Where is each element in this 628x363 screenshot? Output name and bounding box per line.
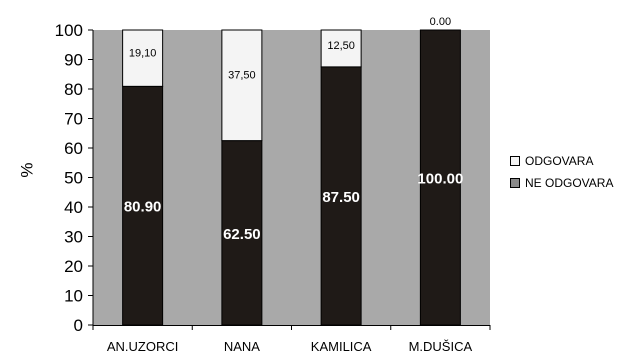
data-label-ne-odgovara: 100.00 (417, 171, 463, 188)
y-tick-label: 20 (64, 257, 83, 276)
y-tick-label: 90 (64, 51, 83, 70)
x-tick-label: NANA (224, 339, 260, 354)
bar-odgovara (122, 29, 164, 87)
legend-swatch-ne-odgovara (510, 178, 520, 188)
y-tick-label: 10 (64, 287, 83, 306)
data-label-odgovara: 12,50 (327, 40, 355, 52)
legend-item-ne-odgovara: NE ODGOVARA (510, 172, 613, 194)
y-tick-label: 80 (64, 80, 83, 99)
legend: ODGOVARA NE ODGOVARA (510, 150, 613, 194)
y-tick-label: 70 (64, 110, 83, 129)
bar-ne-odgovara (122, 85, 164, 326)
x-tick-label: AN.UZORCI (107, 339, 179, 354)
legend-label-ne-odgovara: NE ODGOVARA (525, 176, 614, 190)
y-tick-label: 50 (64, 169, 83, 188)
bar-odgovara (320, 29, 362, 68)
data-label-odgovara: 19,10 (129, 48, 157, 60)
data-label-odgovara: 0.00 (430, 16, 451, 28)
y-tick-label: 40 (64, 198, 83, 217)
bar-odgovara (221, 29, 263, 142)
y-axis-label: % (17, 162, 37, 178)
bar-ne-odgovara (221, 140, 263, 326)
y-tick-label: 30 (64, 228, 83, 247)
legend-label-odgovara: ODGOVARA (525, 154, 594, 168)
x-tick-label: KAMILICA (311, 339, 372, 354)
y-tick-label: 100 (55, 21, 83, 40)
data-label-ne-odgovara: 87.50 (322, 189, 360, 206)
bar-ne-odgovara (320, 66, 362, 326)
data-label-ne-odgovara: 80.90 (124, 199, 162, 216)
legend-swatch-odgovara (510, 156, 520, 166)
y-tick-label: 0 (74, 316, 83, 335)
legend-item-odgovara: ODGOVARA (510, 150, 613, 172)
y-tick-label: 60 (64, 139, 83, 158)
data-label-ne-odgovara: 62.50 (223, 226, 261, 243)
data-label-odgovara: 37,50 (228, 69, 256, 81)
bar-ne-odgovara (419, 29, 461, 326)
x-tick-label: M.DUŠICA (409, 339, 473, 354)
